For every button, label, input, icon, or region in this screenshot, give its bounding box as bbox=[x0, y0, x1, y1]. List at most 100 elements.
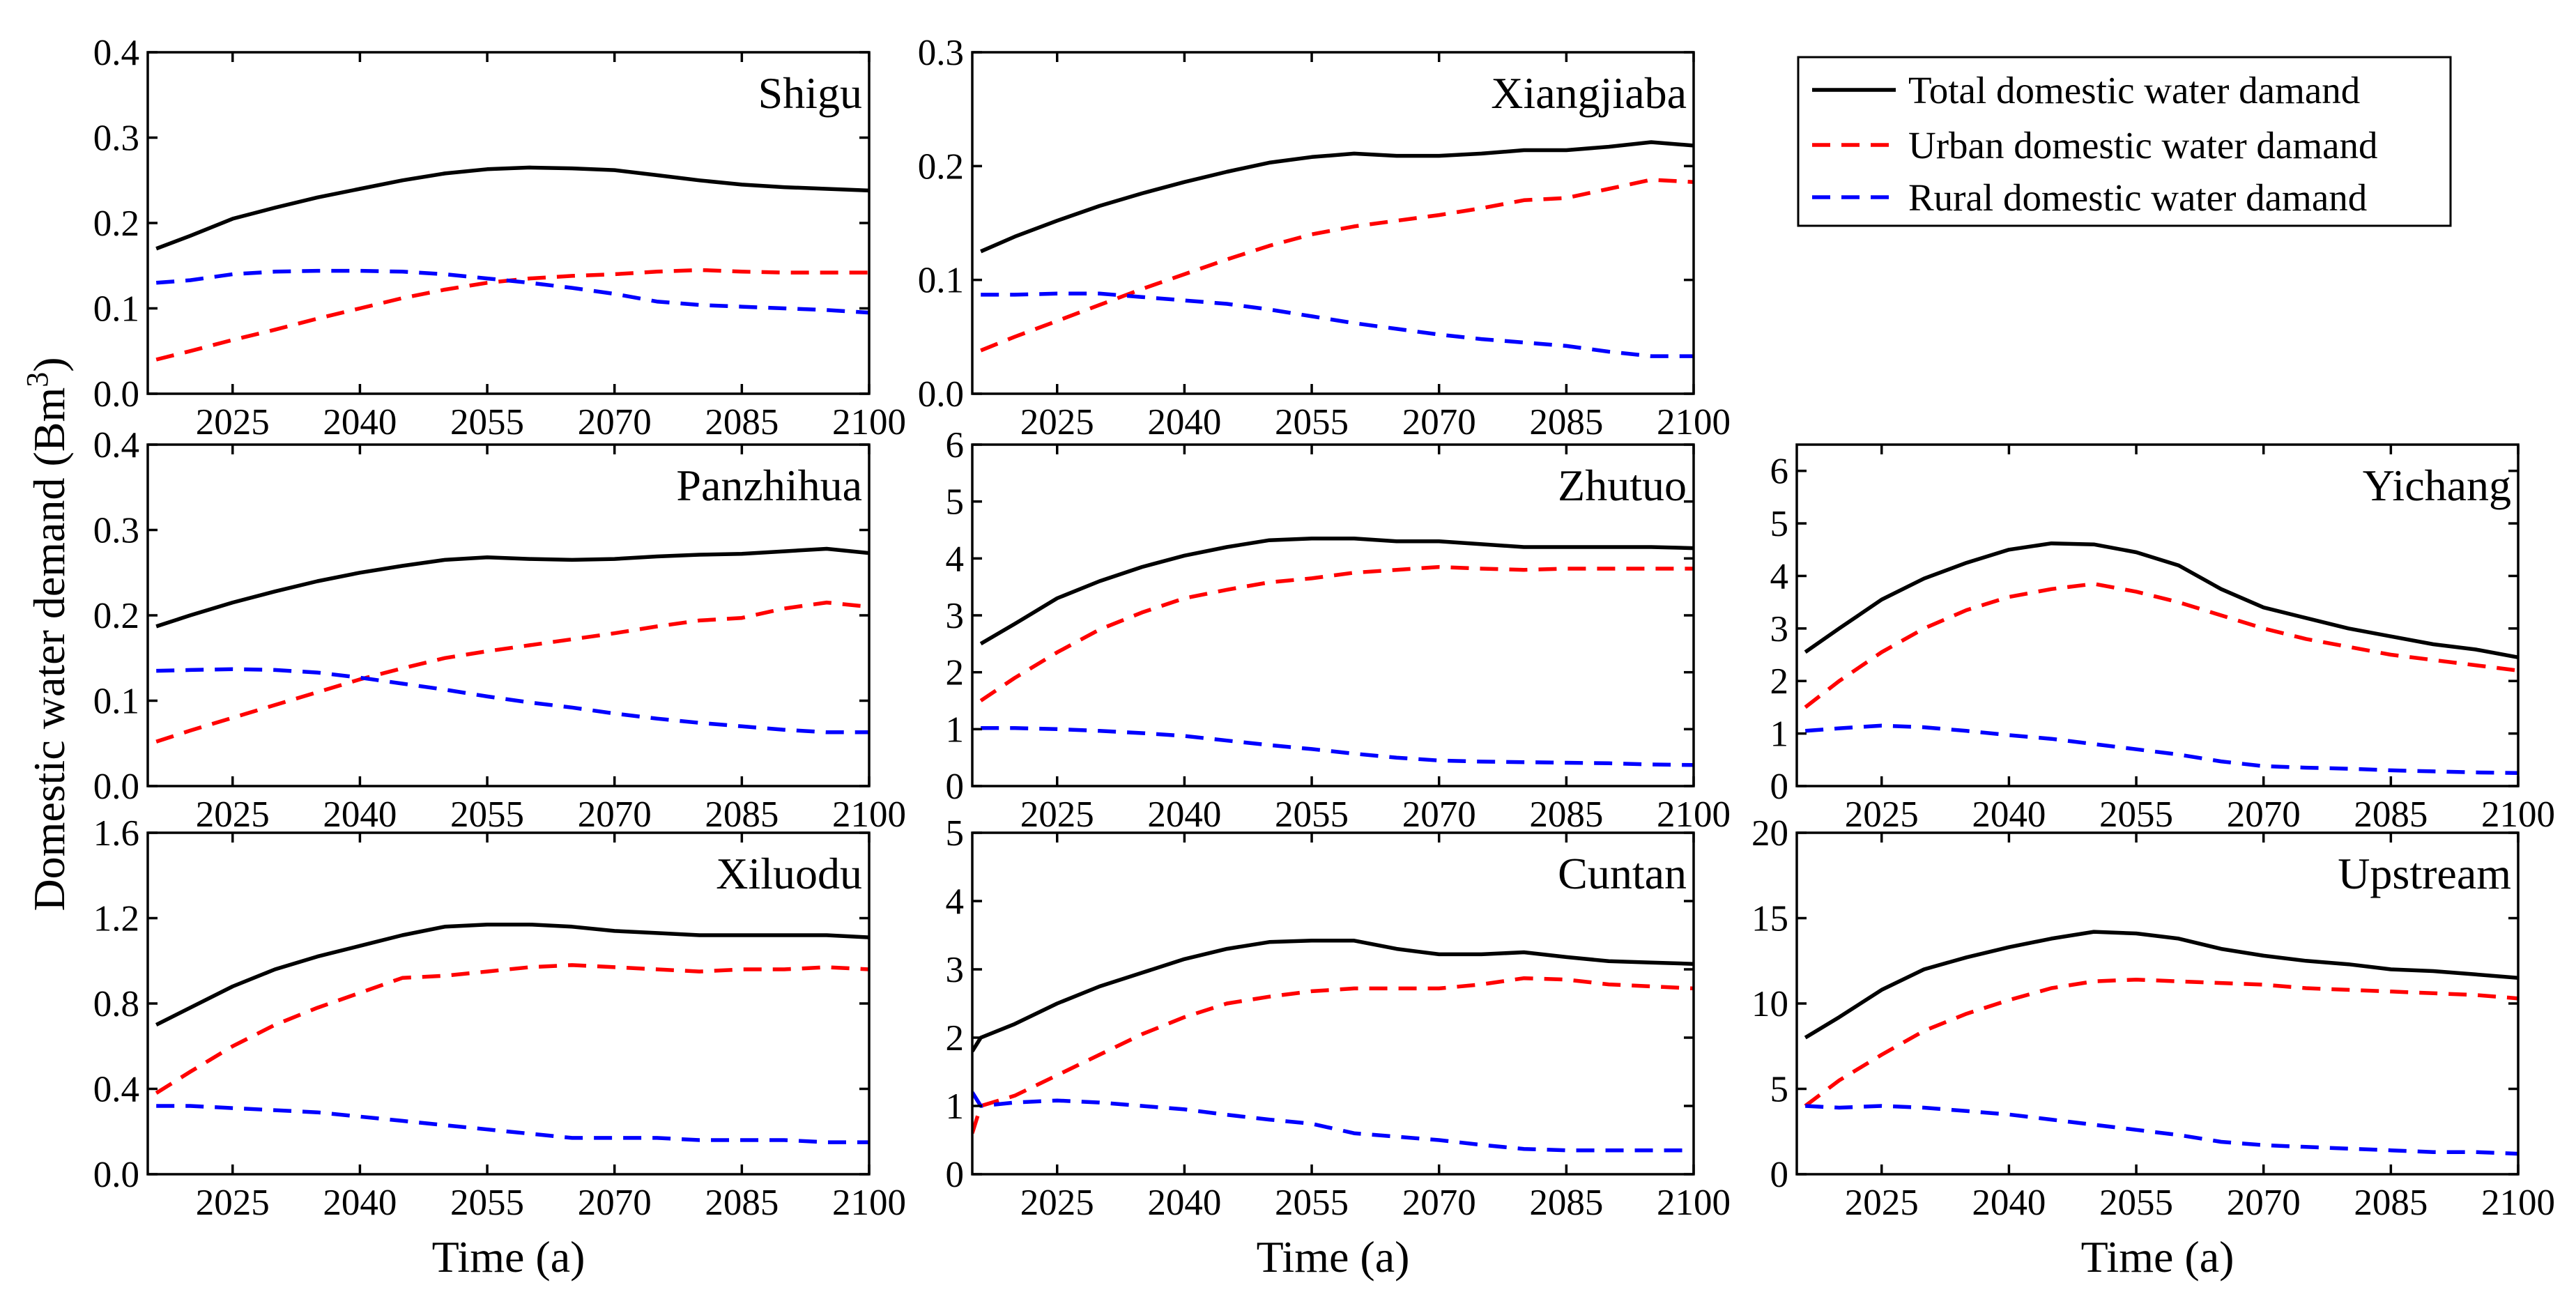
x-tick-label: 2085 bbox=[1529, 794, 1603, 835]
series-line-urban bbox=[155, 963, 869, 1095]
legend: Total domestic water damand Urban domest… bbox=[1797, 56, 2452, 227]
y-tick-label: 0.1 bbox=[93, 289, 139, 330]
x-tick-label: 2055 bbox=[1275, 402, 1349, 443]
y-tick-label: 6 bbox=[946, 425, 965, 466]
x-tick-label: 2040 bbox=[323, 1183, 397, 1223]
y-tick-label: 0.3 bbox=[93, 511, 139, 551]
y-tick-label: 0.1 bbox=[93, 682, 139, 722]
y-tick-label: 1 bbox=[946, 709, 965, 750]
x-tick-label: 2055 bbox=[450, 1183, 524, 1223]
x-tick-label: 2040 bbox=[1147, 402, 1221, 443]
y-tick-label: 0.0 bbox=[93, 374, 139, 415]
y-axis-title: Domestic water demand (Bm3) bbox=[20, 357, 74, 911]
y-tick-label: 1 bbox=[1770, 714, 1789, 755]
chart-panel-cuntan: 2025 2040 2055 2070 2085 2100 0 1 2 3 4 5 Cuntan Time… bbox=[946, 813, 1731, 1282]
x-tick-label: 2055 bbox=[450, 402, 524, 443]
x-tick-label: 2025 bbox=[196, 794, 270, 835]
y-tick-label: 0.8 bbox=[93, 984, 139, 1024]
x-tick-label: 2085 bbox=[2354, 1183, 2428, 1223]
y-tick-label: 1.2 bbox=[93, 899, 139, 939]
series-line-urban bbox=[972, 976, 1694, 1135]
plot-frame bbox=[971, 51, 1695, 395]
series-line-rural bbox=[155, 268, 869, 315]
panel-title-yichang: Yichang bbox=[2363, 461, 2511, 510]
series-line-total bbox=[155, 922, 869, 1027]
y-tick-label: 3 bbox=[1770, 609, 1789, 649]
x-tick-label: 2070 bbox=[1402, 402, 1476, 443]
panel-title-zhutuo: Zhutuo bbox=[1558, 461, 1687, 510]
y-tick-label: 5 bbox=[1770, 1070, 1789, 1110]
x-tick-label: 2040 bbox=[323, 402, 397, 443]
y-tick-label: 5 bbox=[946, 813, 965, 854]
y-tick-label: 0 bbox=[946, 1155, 965, 1195]
series-line-rural bbox=[1805, 1104, 2518, 1156]
chart-panel-zhutuo: 2025 2040 2055 2070 2085 2100 0 1 2 3 4 5 6 Zhutuo bbox=[946, 425, 1731, 835]
series-line-total bbox=[155, 165, 869, 251]
x-tick-label: 2085 bbox=[705, 402, 779, 443]
x-tick-label: 2040 bbox=[1147, 1183, 1221, 1223]
series-line-total bbox=[979, 537, 1694, 646]
series-line-rural bbox=[981, 291, 1694, 358]
legend-label-urban: Urban domestic water damand bbox=[1908, 124, 2378, 167]
series-line-urban bbox=[155, 600, 869, 744]
y-tick-label: 4 bbox=[1770, 556, 1789, 597]
y-tick-label: 3 bbox=[946, 950, 965, 990]
y-tick-label: 1.6 bbox=[93, 813, 139, 854]
panel-title-xiluodu: Xiluodu bbox=[716, 849, 862, 898]
series-line-rural bbox=[1804, 723, 2518, 775]
y-tick-label: 10 bbox=[1751, 984, 1788, 1024]
x-tick-label: 2070 bbox=[578, 402, 652, 443]
x-tick-label: 2025 bbox=[196, 1183, 270, 1223]
y-tick-label: 0.2 bbox=[918, 146, 964, 187]
y-tick-label: 4 bbox=[946, 882, 965, 922]
y-tick-label: 5 bbox=[1770, 504, 1789, 544]
chart-panel-yichang: 2025 2040 2055 2070 2085 2100 0 1 2 3 4 5 6 Yichang bbox=[1770, 443, 2555, 835]
x-tick-label: 2100 bbox=[832, 402, 906, 443]
y-tick-label: 0.3 bbox=[93, 118, 139, 159]
x-tick-label: 2055 bbox=[1275, 794, 1349, 835]
panel-title-cuntan: Cuntan bbox=[1558, 849, 1687, 898]
series-line-total bbox=[980, 140, 1694, 254]
chart-panel-xiluodu: 2025 2040 2055 2070 2085 2100 0.0 0.4 0.8 1.2 1.6 X… bbox=[93, 813, 906, 1282]
y-tick-label: 0.4 bbox=[93, 33, 139, 73]
x-tick-label: 2100 bbox=[2481, 1183, 2555, 1223]
series-line-total bbox=[155, 546, 869, 629]
x-tick-label: 2055 bbox=[1275, 1183, 1349, 1223]
x-tick-label: 2040 bbox=[1147, 794, 1221, 835]
x-tick-label: 2070 bbox=[2227, 1183, 2301, 1223]
x-tick-label: 2070 bbox=[1402, 1183, 1476, 1223]
x-tick-label: 2025 bbox=[1845, 794, 1919, 835]
y-tick-label: 2 bbox=[1770, 661, 1789, 702]
series-line-rural bbox=[156, 1104, 869, 1144]
y-tick-label: 0.1 bbox=[918, 261, 964, 301]
x-tick-label: 2100 bbox=[2481, 794, 2555, 835]
series-line-rural bbox=[972, 1091, 1694, 1153]
y-tick-label: 2 bbox=[946, 653, 965, 693]
x-axis-title: Time (a) bbox=[2081, 1232, 2234, 1282]
chart-panel-shigu: 2025 2040 2055 2070 2085 2100 0.0 0.1 0.2 0.3 0.4 S… bbox=[93, 33, 906, 443]
y-axis-title-superscript: 3 bbox=[20, 372, 54, 387]
y-tick-label: 0 bbox=[1770, 767, 1789, 807]
series-line-urban bbox=[1804, 977, 2518, 1108]
x-tick-label: 2040 bbox=[1972, 1183, 2046, 1223]
y-tick-label: 0.0 bbox=[918, 374, 964, 415]
y-tick-label: 3 bbox=[946, 596, 965, 636]
legend-label-rural: Rural domestic water damand bbox=[1908, 176, 2367, 219]
x-tick-label: 2100 bbox=[1657, 794, 1731, 835]
x-tick-label: 2085 bbox=[1529, 402, 1603, 443]
series-line-rural bbox=[981, 725, 1694, 767]
x-axis-title: Time (a) bbox=[1257, 1232, 1410, 1282]
y-tick-label: 0.3 bbox=[918, 33, 964, 73]
y-tick-label: 20 bbox=[1751, 813, 1788, 854]
series-line-total bbox=[1804, 930, 2518, 1040]
x-tick-label: 2055 bbox=[450, 794, 524, 835]
y-tick-label: 0.4 bbox=[93, 425, 139, 466]
panel-title-panzhihua: Panzhihua bbox=[676, 461, 862, 510]
x-tick-label: 2085 bbox=[2354, 794, 2428, 835]
x-tick-label: 2025 bbox=[1020, 1183, 1094, 1223]
y-tick-label: 0 bbox=[1770, 1155, 1789, 1195]
chart-panel-panzhihua: 2025 2040 2055 2070 2085 2100 0.0 0.1 0.2 0.3 0.4 P… bbox=[93, 425, 906, 835]
x-tick-label: 2100 bbox=[1657, 1183, 1731, 1223]
legend-frame bbox=[1797, 56, 2452, 227]
